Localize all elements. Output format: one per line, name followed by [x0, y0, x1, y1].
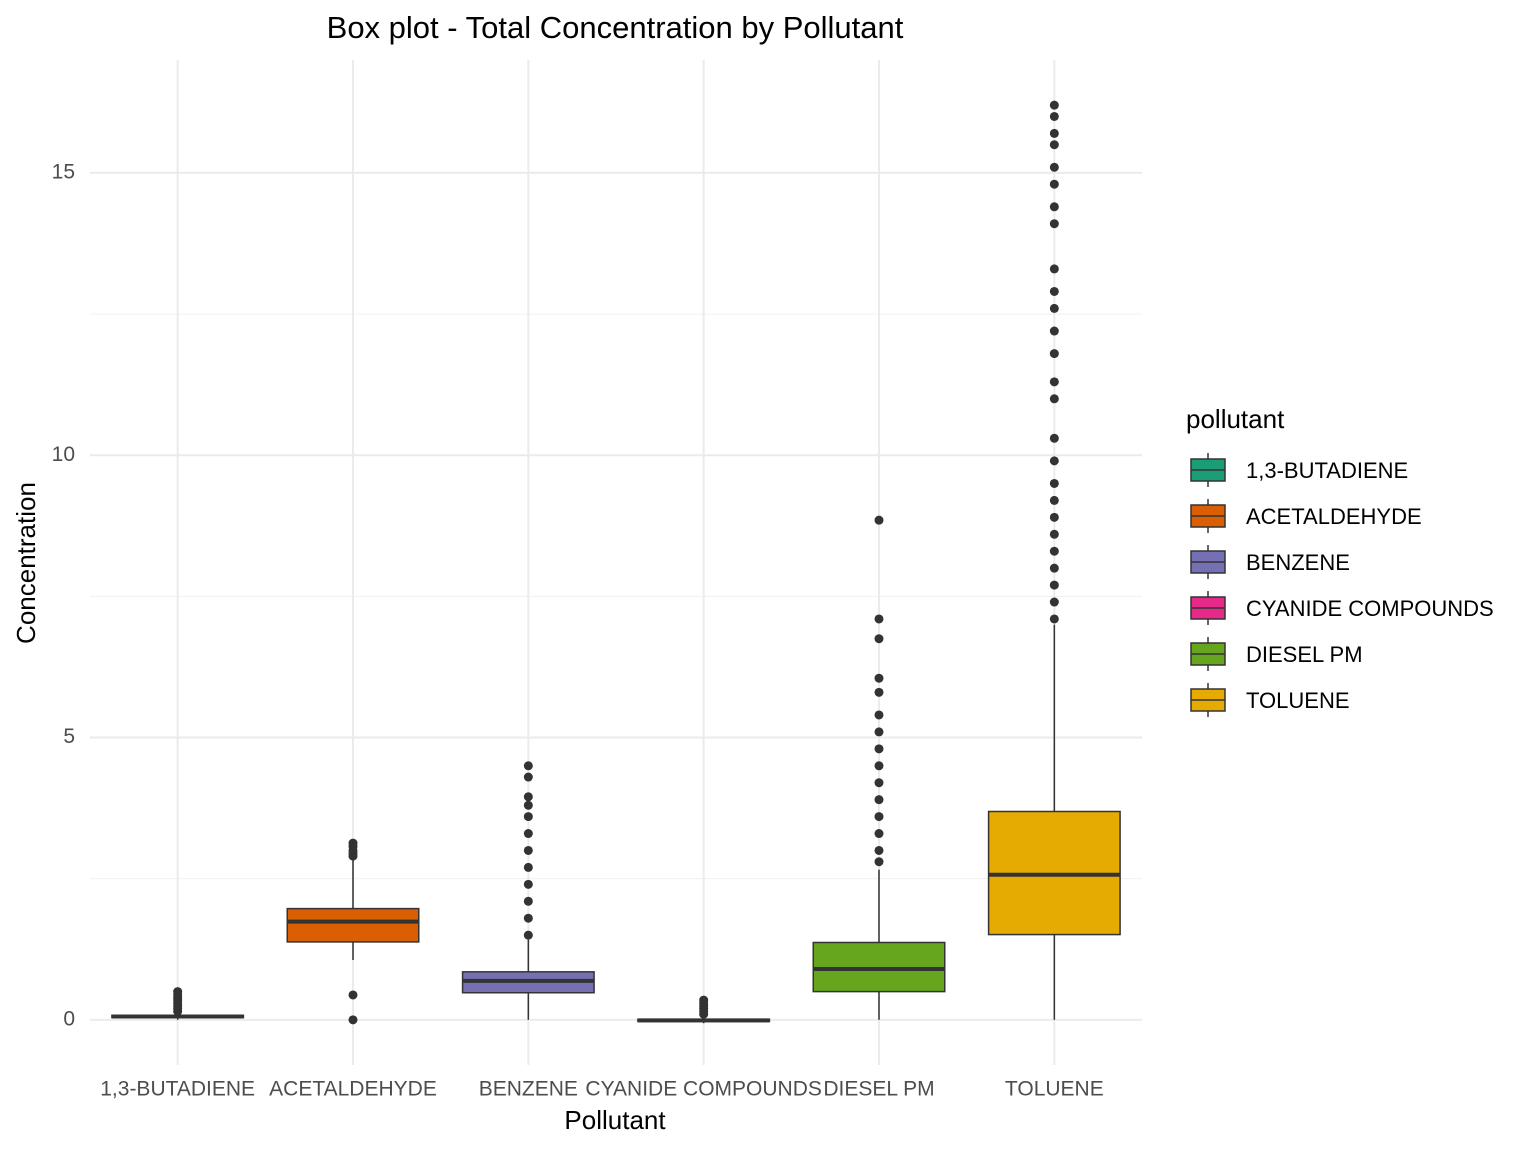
y-tick-label: 10 — [52, 443, 75, 466]
legend-label: 1,3-BUTADIENE — [1246, 458, 1408, 483]
outlier — [523, 812, 533, 822]
outlier — [1049, 495, 1059, 505]
outlier — [874, 727, 884, 737]
outlier — [1049, 580, 1059, 590]
outlier — [523, 829, 533, 839]
outlier — [874, 761, 884, 771]
outlier — [1049, 162, 1059, 172]
outlier — [173, 987, 183, 997]
outlier — [1049, 478, 1059, 488]
marks: 1,3-BUTADIENE 1,3-BUTADIENE ACETALDEHYDE AC… — [100, 100, 1494, 1101]
grid: 0 5 10 15 — [52, 60, 1142, 1065]
outlier — [1049, 546, 1059, 556]
outlier — [874, 812, 884, 822]
legend-label: DIESEL PM — [1246, 642, 1363, 667]
outlier — [1049, 456, 1059, 466]
y-tick-label: 15 — [52, 160, 75, 183]
legend-label: ACETALDEHYDE — [1246, 504, 1422, 529]
legend-label: TOLUENE — [1246, 688, 1350, 713]
outlier — [874, 687, 884, 697]
legend-label: BENZENE — [1246, 550, 1350, 575]
x-tick-label: CYANIDE COMPOUNDS — [585, 1078, 821, 1101]
outlier — [874, 845, 884, 855]
outlier — [348, 838, 358, 848]
outlier — [523, 930, 533, 940]
outlier — [1049, 179, 1059, 189]
outlier — [523, 772, 533, 782]
legend-label: CYANIDE COMPOUNDS — [1246, 596, 1494, 621]
outlier — [874, 673, 884, 683]
outlier — [1049, 433, 1059, 443]
x-tick-label: DIESEL PM — [823, 1078, 934, 1101]
outlier — [1049, 563, 1059, 573]
outlier — [523, 913, 533, 923]
y-axis-title: Concentration — [11, 482, 41, 644]
outlier — [874, 710, 884, 720]
outlier — [1049, 303, 1059, 313]
outlier — [1049, 286, 1059, 296]
outlier — [1049, 597, 1059, 607]
outlier — [1049, 264, 1059, 274]
outlier — [523, 800, 533, 810]
y-tick-label: 0 — [63, 1007, 75, 1030]
x-tick-label: ACETALDEHYDE — [269, 1078, 437, 1101]
x-tick-label: BENZENE — [479, 1078, 578, 1101]
outlier — [1049, 326, 1059, 336]
outlier — [523, 879, 533, 889]
outlier — [874, 857, 884, 867]
outlier — [523, 845, 533, 855]
outlier — [1049, 349, 1059, 359]
outlier — [874, 614, 884, 624]
outlier — [874, 744, 884, 754]
outlier — [1049, 377, 1059, 387]
chart-title: Box plot - Total Concentration by Pollut… — [327, 10, 904, 45]
outlier — [874, 778, 884, 788]
outlier — [348, 990, 358, 1000]
outlier — [1049, 512, 1059, 522]
box — [286, 907, 420, 943]
outlier — [1049, 100, 1059, 110]
outlier — [1049, 111, 1059, 121]
outlier — [1049, 219, 1059, 229]
outlier — [1049, 202, 1059, 212]
outlier — [874, 829, 884, 839]
outlier — [1049, 394, 1059, 404]
x-tick-label: 1,3-BUTADIENE — [100, 1078, 255, 1101]
outlier — [348, 1015, 358, 1025]
y-tick-label: 5 — [63, 725, 75, 748]
outlier — [1049, 529, 1059, 539]
outlier — [523, 862, 533, 872]
x-tick-label: TOLUENE — [1005, 1078, 1104, 1101]
legend-title: pollutant — [1186, 404, 1285, 434]
outlier — [1049, 614, 1059, 624]
x-axis-title: Pollutant — [564, 1105, 666, 1135]
outlier — [1049, 128, 1059, 138]
outlier — [874, 795, 884, 805]
outlier — [1049, 140, 1059, 150]
outlier — [523, 896, 533, 906]
outlier — [699, 995, 709, 1005]
outlier — [523, 792, 533, 802]
outlier — [874, 634, 884, 644]
outlier — [874, 515, 884, 525]
outlier — [523, 761, 533, 771]
